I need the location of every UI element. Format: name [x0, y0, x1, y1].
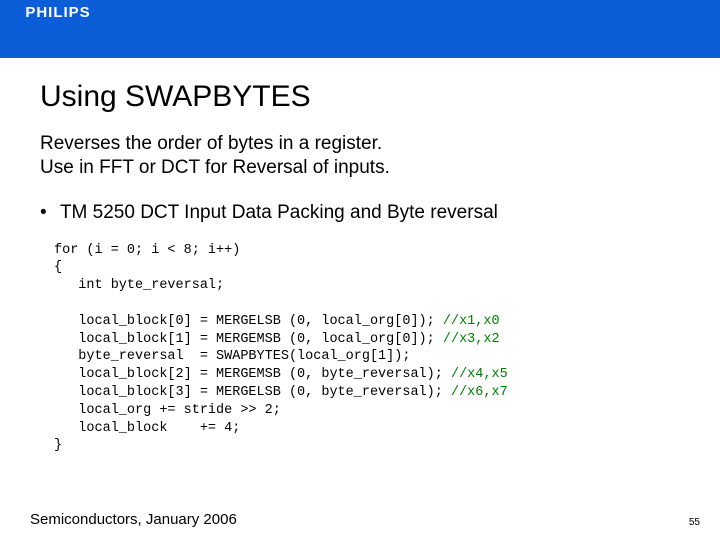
code-comment: //x6,x7	[451, 385, 508, 400]
page-number: 55	[689, 517, 700, 528]
code-line: int byte_reversal;	[54, 278, 224, 293]
code-line: local_block[3] = MERGELSB (0, byte_rever…	[54, 385, 451, 400]
code-block: for (i = 0; i < 8; i++) { int byte_rever…	[40, 242, 680, 456]
bullet-text: TM 5250 DCT Input Data Packing and Byte …	[60, 202, 498, 223]
bullet-item: TM 5250 DCT Input Data Packing and Byte …	[40, 202, 680, 224]
code-line: for (i = 0; i < 8; i++)	[54, 243, 240, 258]
slide-title: Using SWAPBYTES	[40, 80, 680, 114]
logo-box: PHILIPS	[14, 0, 102, 24]
code-line: local_block += 4;	[54, 421, 240, 436]
code-comment: //x4,x5	[451, 367, 508, 382]
desc-line-2: Use in FFT or DCT for Reversal of inputs…	[40, 157, 390, 178]
code-line: local_org += stride >> 2;	[54, 403, 281, 418]
footer-text: Semiconductors, January 2006	[30, 511, 237, 528]
header-bar: PHILIPS	[0, 0, 720, 58]
code-comment: //x1,x0	[443, 314, 500, 329]
slide-content: Using SWAPBYTES Reverses the order of by…	[0, 58, 720, 455]
description: Reverses the order of bytes in a registe…	[40, 132, 680, 180]
code-line: }	[54, 438, 62, 453]
code-line: byte_reversal = SWAPBYTES(local_org[1]);	[54, 349, 410, 364]
code-line: local_block[1] = MERGEMSB (0, local_org[…	[54, 332, 443, 347]
logo-text: PHILIPS	[25, 4, 90, 21]
code-line: {	[54, 260, 62, 275]
code-line: local_block[0] = MERGELSB (0, local_org[…	[54, 314, 443, 329]
desc-line-1: Reverses the order of bytes in a registe…	[40, 133, 382, 154]
code-comment: //x3,x2	[443, 332, 500, 347]
code-line: local_block[2] = MERGEMSB (0, byte_rever…	[54, 367, 451, 382]
